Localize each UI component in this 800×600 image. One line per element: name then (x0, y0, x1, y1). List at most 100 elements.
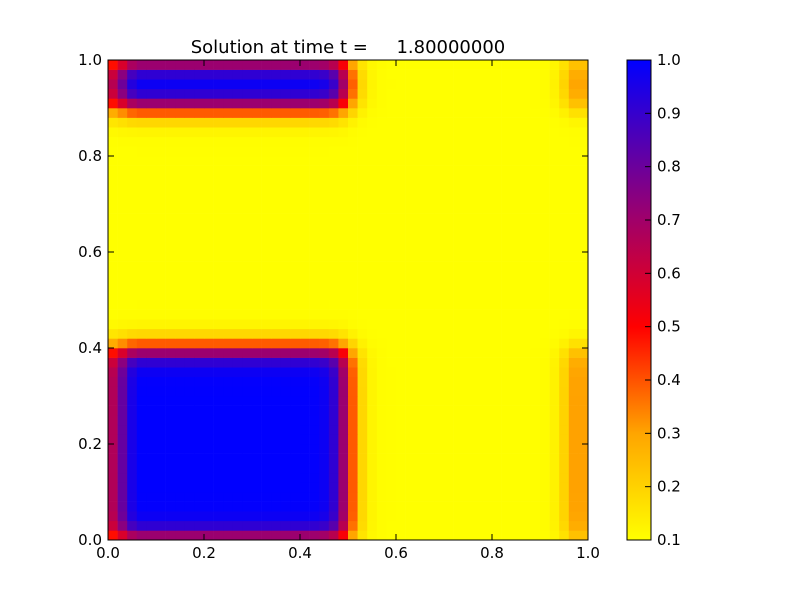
heatmap-cell (319, 213, 330, 224)
heatmap-cell (434, 453, 445, 464)
heatmap-cell (204, 223, 214, 234)
heatmap-cell (472, 98, 483, 109)
heatmap-cell (520, 328, 531, 339)
heatmap-cell (108, 434, 118, 445)
heatmap-cell (108, 530, 118, 541)
heatmap-cell (184, 463, 195, 474)
heatmap-cell (578, 482, 589, 493)
heatmap-cell (232, 69, 243, 80)
heatmap-cell (184, 309, 195, 320)
heatmap-cell (108, 501, 118, 512)
heatmap-cell (184, 348, 195, 358)
heatmap-cell (338, 530, 349, 541)
heatmap-cell (146, 261, 157, 272)
heatmap-cell (424, 501, 435, 512)
heatmap-cell (338, 376, 349, 387)
heatmap-cell (415, 424, 426, 435)
heatmap-cell (156, 156, 166, 166)
heatmap-cell (463, 213, 474, 224)
heatmap-cell (290, 223, 301, 234)
heatmap-cell (252, 492, 262, 502)
heatmap-cell (501, 290, 512, 301)
heatmap-cell (194, 261, 205, 272)
heatmap-cell (540, 472, 550, 483)
heatmap-cell (204, 290, 214, 301)
heatmap-cell (127, 252, 138, 262)
heatmap-cell (338, 338, 349, 349)
heatmap-cell (492, 367, 502, 378)
heatmap-cell (146, 88, 157, 99)
heatmap-cell (223, 376, 234, 387)
heatmap-cell (396, 242, 406, 253)
heatmap-cell (232, 108, 243, 118)
heatmap-cell (290, 175, 301, 186)
heatmap-cell (492, 252, 502, 262)
heatmap-cell (453, 300, 464, 310)
heatmap-cell (232, 453, 243, 464)
heatmap-cell (492, 415, 502, 426)
heatmap-cell (184, 88, 195, 99)
heatmap-cell (261, 386, 272, 397)
heatmap-cell (559, 357, 570, 368)
heatmap-cell (386, 194, 397, 205)
heatmap-cell (424, 463, 435, 474)
heatmap-cell (232, 444, 243, 454)
heatmap-cell (223, 520, 234, 531)
heatmap-cell (252, 146, 262, 157)
heatmap-cell (232, 300, 243, 310)
heatmap-cell (146, 434, 157, 445)
heatmap-cell (540, 511, 550, 522)
heatmap-cell (300, 117, 310, 128)
heatmap-cell (578, 204, 589, 214)
heatmap-cell (136, 232, 147, 243)
heatmap-cell (578, 261, 589, 272)
heatmap-cell (501, 463, 512, 474)
heatmap-cell (204, 444, 214, 454)
heatmap-cell (405, 98, 416, 109)
heatmap-cell (434, 501, 445, 512)
heatmap-cell (559, 280, 570, 291)
heatmap-cell (530, 511, 541, 522)
heatmap-cell (261, 252, 272, 262)
heatmap-cell (482, 415, 493, 426)
heatmap-cell (280, 300, 291, 310)
heatmap-cell (453, 396, 464, 406)
heatmap-cell (386, 511, 397, 522)
heatmap-cell (549, 520, 560, 531)
heatmap-cell (367, 396, 378, 406)
heatmap-cell (117, 319, 128, 330)
heatmap-cell (223, 482, 234, 493)
heatmap-cell (376, 415, 387, 426)
heatmap-cell (434, 530, 445, 541)
heatmap-cell (194, 386, 205, 397)
heatmap-cell (271, 348, 282, 358)
heatmap-cell (165, 146, 176, 157)
heatmap-cell (578, 328, 589, 339)
heatmap-cell (328, 290, 339, 301)
heatmap-cell (520, 367, 531, 378)
heatmap-cell (520, 232, 531, 243)
heatmap-cell (386, 530, 397, 541)
heatmap-cell (386, 415, 397, 426)
chart-title: Solution at time t = 1.80000000 (191, 37, 506, 58)
colorbar-tick-label: 0.7 (657, 211, 681, 229)
heatmap-cell (242, 213, 253, 224)
heatmap-cell (501, 204, 512, 214)
heatmap-cell (117, 530, 128, 541)
heatmap-cell (175, 194, 186, 205)
heatmap-cell (338, 463, 349, 474)
heatmap-cell (213, 444, 224, 454)
heatmap-cell (444, 175, 454, 186)
heatmap-cell (165, 252, 176, 262)
heatmap-cell (396, 501, 406, 512)
heatmap-cell (540, 60, 550, 70)
heatmap-cell (146, 108, 157, 118)
heatmap-cell (204, 261, 214, 272)
heatmap-cell (348, 156, 358, 166)
heatmap-cell (232, 520, 243, 531)
heatmap-cell (530, 309, 541, 320)
heatmap-cell (415, 194, 426, 205)
heatmap-cell (453, 146, 464, 157)
heatmap-cell (396, 309, 406, 320)
heatmap-cell (146, 194, 157, 205)
